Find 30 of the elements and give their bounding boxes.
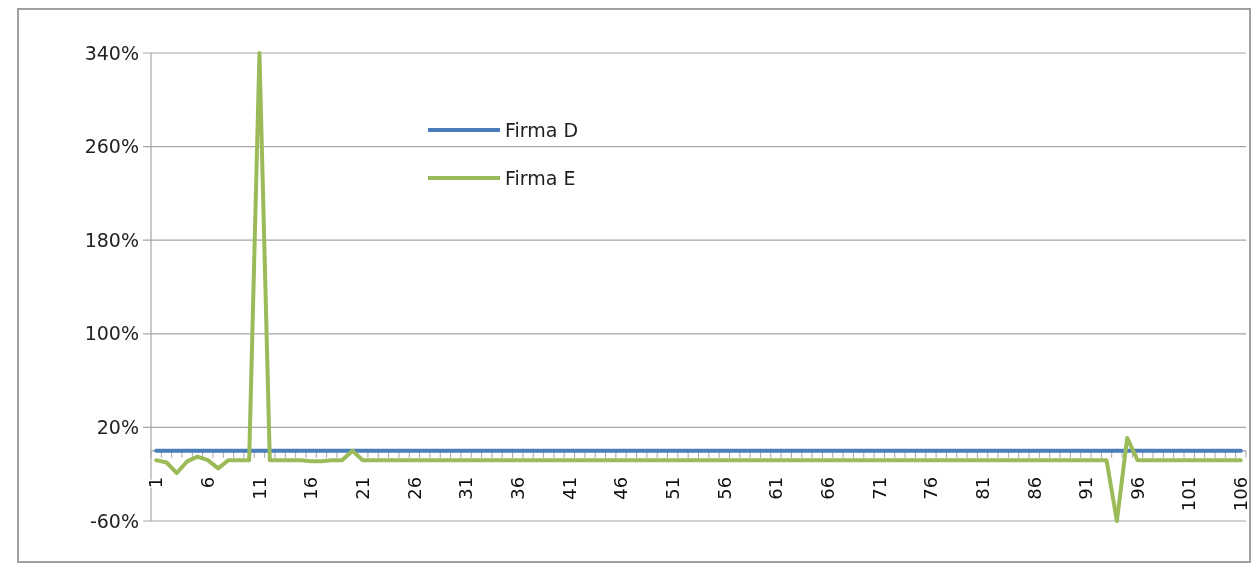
y-tick-label: 260%: [84, 135, 139, 158]
x-tick-label: 96: [1126, 476, 1148, 500]
x-tick-label: 76: [920, 476, 942, 500]
y-tick-label: -60%: [89, 509, 139, 532]
y-tick-label: 180%: [84, 228, 139, 251]
x-tick-label: 71: [868, 476, 890, 500]
x-tick-label: 106: [1230, 476, 1252, 512]
x-tick-label: 36: [507, 476, 529, 500]
y-tick-label: 20%: [96, 416, 139, 439]
x-tick-label: 11: [248, 476, 270, 500]
x-tick-label: 51: [661, 476, 683, 500]
y-tick-label: 340%: [84, 41, 139, 64]
x-tick-label: 91: [1075, 476, 1097, 500]
legend-label: Firma E: [505, 166, 576, 189]
y-tick-label: 100%: [84, 322, 139, 345]
x-tick-label: 81: [971, 476, 993, 500]
x-tick-label: 61: [765, 476, 787, 500]
x-tick-label: 41: [558, 476, 580, 500]
x-tick-label: 21: [352, 476, 374, 500]
x-tick-label: 16: [300, 476, 322, 500]
x-tick-label: 6: [197, 476, 219, 489]
x-tick-label: 46: [610, 476, 632, 500]
x-tick-label: 1: [145, 476, 167, 489]
legend-label: Firma D: [505, 118, 579, 141]
x-tick-label: 66: [816, 476, 838, 500]
x-tick-label: 31: [455, 476, 477, 500]
x-tick-label: 56: [713, 476, 735, 500]
x-tick-label: 86: [1023, 476, 1045, 500]
x-tick-label: 26: [403, 476, 425, 500]
x-tick-label: 101: [1178, 476, 1200, 512]
